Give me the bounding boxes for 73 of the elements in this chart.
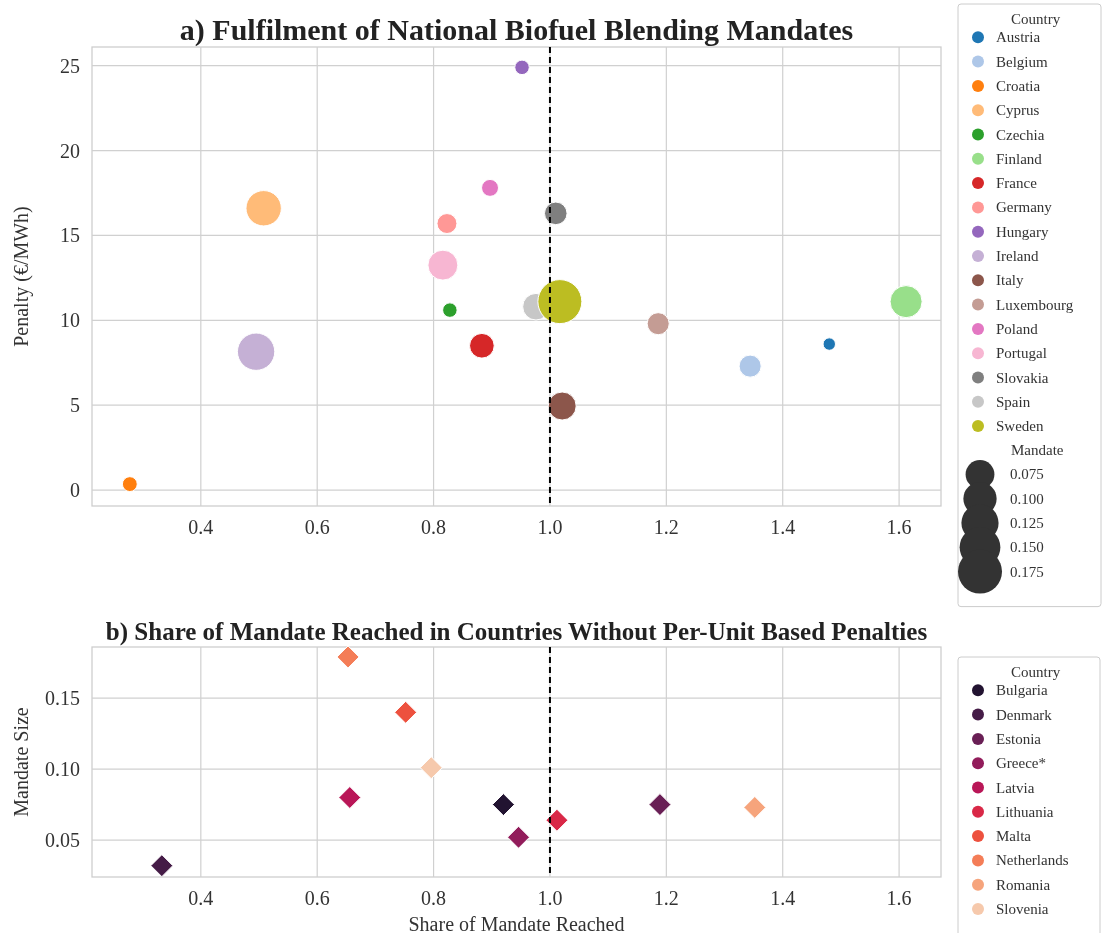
x-tick-label: 1.2: [653, 516, 679, 538]
legend-label: 0.075: [1010, 466, 1044, 483]
legend-title: Country: [1011, 664, 1061, 680]
chart-title: a) Fulfilment of National Biofuel Blending Mandates: [179, 13, 854, 47]
point: [545, 808, 569, 832]
legend-label: Sweden: [996, 418, 1044, 435]
y-tick-label: 5: [70, 394, 80, 417]
legend-label: Greece*: [996, 755, 1046, 772]
legend-label: Ireland: [996, 248, 1039, 264]
point: [743, 795, 767, 819]
legend-label: 0.100: [1010, 490, 1044, 507]
legend-label: Cyprus: [996, 102, 1040, 119]
x-tick-label: 1.6: [886, 887, 912, 909]
point: [491, 793, 515, 817]
x-tick-label: 1.4: [770, 516, 796, 538]
legend-label: Spain: [996, 393, 1031, 410]
legend-label: Slovakia: [996, 369, 1049, 386]
legend-label: 0.125: [1010, 515, 1044, 531]
legend-label: Estonia: [996, 730, 1042, 747]
y-tick-label: 0.15: [45, 687, 80, 710]
x-tick-label: 1.0: [537, 887, 563, 909]
x-tick-label: 0.8: [421, 887, 447, 909]
legend-title: Country: [1011, 11, 1061, 27]
legend-label: Bulgaria: [996, 682, 1048, 699]
x-tick-label: 0.8: [421, 516, 447, 538]
y-tick-label: 10: [60, 309, 80, 332]
y-tick-label: 0.10: [45, 758, 80, 781]
legend-label: Malta: [996, 828, 1032, 845]
legend-label: Croatia: [996, 77, 1041, 94]
point: [648, 793, 672, 817]
legend-label: Hungary: [996, 223, 1049, 240]
x-tick-label: 1.6: [886, 516, 912, 538]
x-tick-label: 0.4: [188, 887, 214, 909]
legend-label: Netherlands: [996, 852, 1069, 869]
point: [394, 700, 418, 724]
legend-label: Denmark: [996, 706, 1053, 723]
legend-label: France: [996, 175, 1038, 192]
x-tick-label: 1.0: [537, 516, 563, 538]
point: [336, 645, 360, 669]
legend-label: Italy: [996, 272, 1024, 289]
x-tick-label: 0.6: [304, 887, 330, 909]
legend-label: Austria: [996, 29, 1041, 46]
legend-label: Luxembourg: [996, 296, 1074, 313]
y-tick-label: 0.05: [45, 829, 80, 852]
legend-label: Czechia: [996, 126, 1045, 143]
point: [150, 854, 174, 878]
legend-label: Belgium: [996, 53, 1048, 70]
legend-label: Portugal: [996, 345, 1047, 362]
y-tick-label: 0: [70, 479, 80, 502]
x-tick-label: 1.4: [770, 887, 796, 909]
text: Mandate: [1011, 442, 1064, 459]
y-tick-label: 20: [60, 139, 80, 162]
x-tick-label: 1.2: [653, 887, 679, 909]
y-tick-label: 15: [60, 224, 80, 247]
legend-label: Slovenia: [996, 901, 1049, 917]
legend-label: Lithuania: [996, 803, 1054, 820]
legend-label: Poland: [996, 320, 1039, 337]
y-tick-label: 25: [60, 54, 80, 77]
point: [419, 756, 443, 780]
y-axis-title: Penalty (€/MWh): [10, 206, 33, 347]
legend-label: 0.150: [1010, 539, 1044, 556]
point: [338, 785, 362, 809]
y-axis-title: Mandate Size: [10, 707, 32, 817]
legend-label: Latvia: [996, 779, 1035, 796]
legend-label: 0.175: [1010, 563, 1044, 580]
point: [507, 825, 531, 849]
legend-label: Germany: [996, 199, 1053, 216]
x-tick-label: 0.4: [188, 516, 214, 538]
x-axis-title: Share of Mandate Reached: [408, 913, 625, 933]
legend-label: Romania: [996, 876, 1051, 893]
chart-title: b) Share of Mandate Reached in Countries Without Per-Unit Based Penalties: [105, 618, 928, 646]
legend-label: Finland: [996, 150, 1043, 167]
x-tick-label: 0.6: [304, 516, 330, 538]
